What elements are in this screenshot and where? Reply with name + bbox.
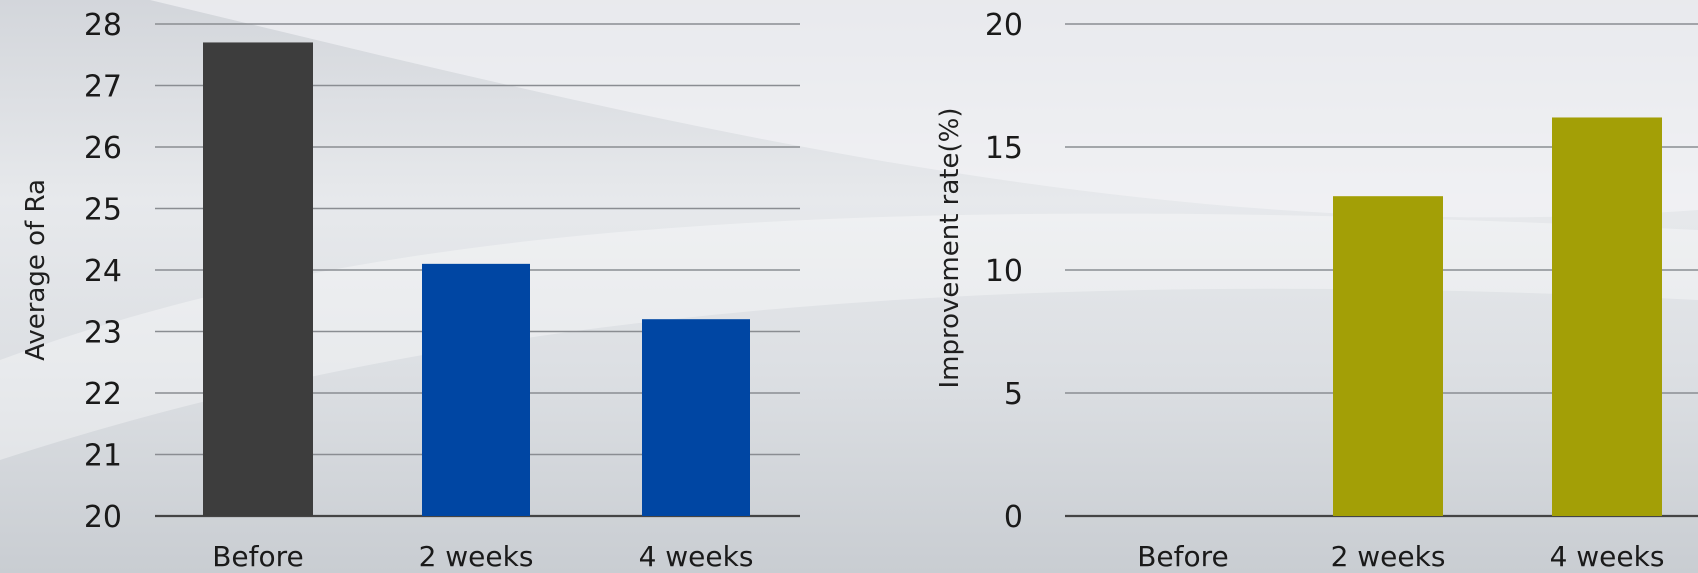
bar-4-weeks xyxy=(1552,117,1662,516)
bar-before xyxy=(203,42,313,516)
y-tick-label: 28 xyxy=(84,8,122,43)
y-axis-label: Improvement rate(%) xyxy=(935,107,965,389)
y-tick-label: 0 xyxy=(1004,500,1023,535)
y-tick-label: 25 xyxy=(84,193,122,228)
x-tick-label: 2 weeks xyxy=(1331,540,1446,573)
chart-improvement-rate-plot: 0 5 10 15 20 Before 2 weeks 4 weeks xyxy=(985,8,1698,573)
y-tick-label: 5 xyxy=(1004,377,1023,412)
y-tick-label: 23 xyxy=(84,316,122,351)
x-tick-label: Before xyxy=(212,540,304,573)
y-tick-label: 10 xyxy=(985,254,1023,289)
chart-improvement-rate: 0 5 10 15 20 Before 2 weeks 4 weeks Improvement… xyxy=(900,0,1698,573)
y-axis-label: Average of Ra xyxy=(21,179,51,361)
chart-average-ra: 20 21 22 23 24 25 26 27 28 Before 2 weeks 4 weeks A… xyxy=(0,0,820,573)
bar-2-weeks xyxy=(422,263,530,516)
y-tick-label: 15 xyxy=(985,131,1023,166)
y-tick-label: 27 xyxy=(84,70,122,105)
y-tick-label: 21 xyxy=(84,439,122,474)
y-tick-label: 20 xyxy=(985,8,1023,43)
bar-2-weeks xyxy=(1333,196,1443,516)
x-tick-label: 4 weeks xyxy=(639,540,754,573)
y-tick-label: 26 xyxy=(84,131,122,166)
chart-average-ra-plot: 20 21 22 23 24 25 26 27 28 Before 2 weeks 4 weeks xyxy=(84,8,800,573)
y-tick-label: 20 xyxy=(84,500,122,535)
x-tick-label: 4 weeks xyxy=(1550,540,1665,573)
bar-4-weeks xyxy=(642,319,750,516)
y-tick-label: 24 xyxy=(84,254,122,289)
x-tick-label: Before xyxy=(1137,540,1229,573)
y-tick-label: 22 xyxy=(84,377,122,412)
x-tick-label: 2 weeks xyxy=(419,540,534,573)
